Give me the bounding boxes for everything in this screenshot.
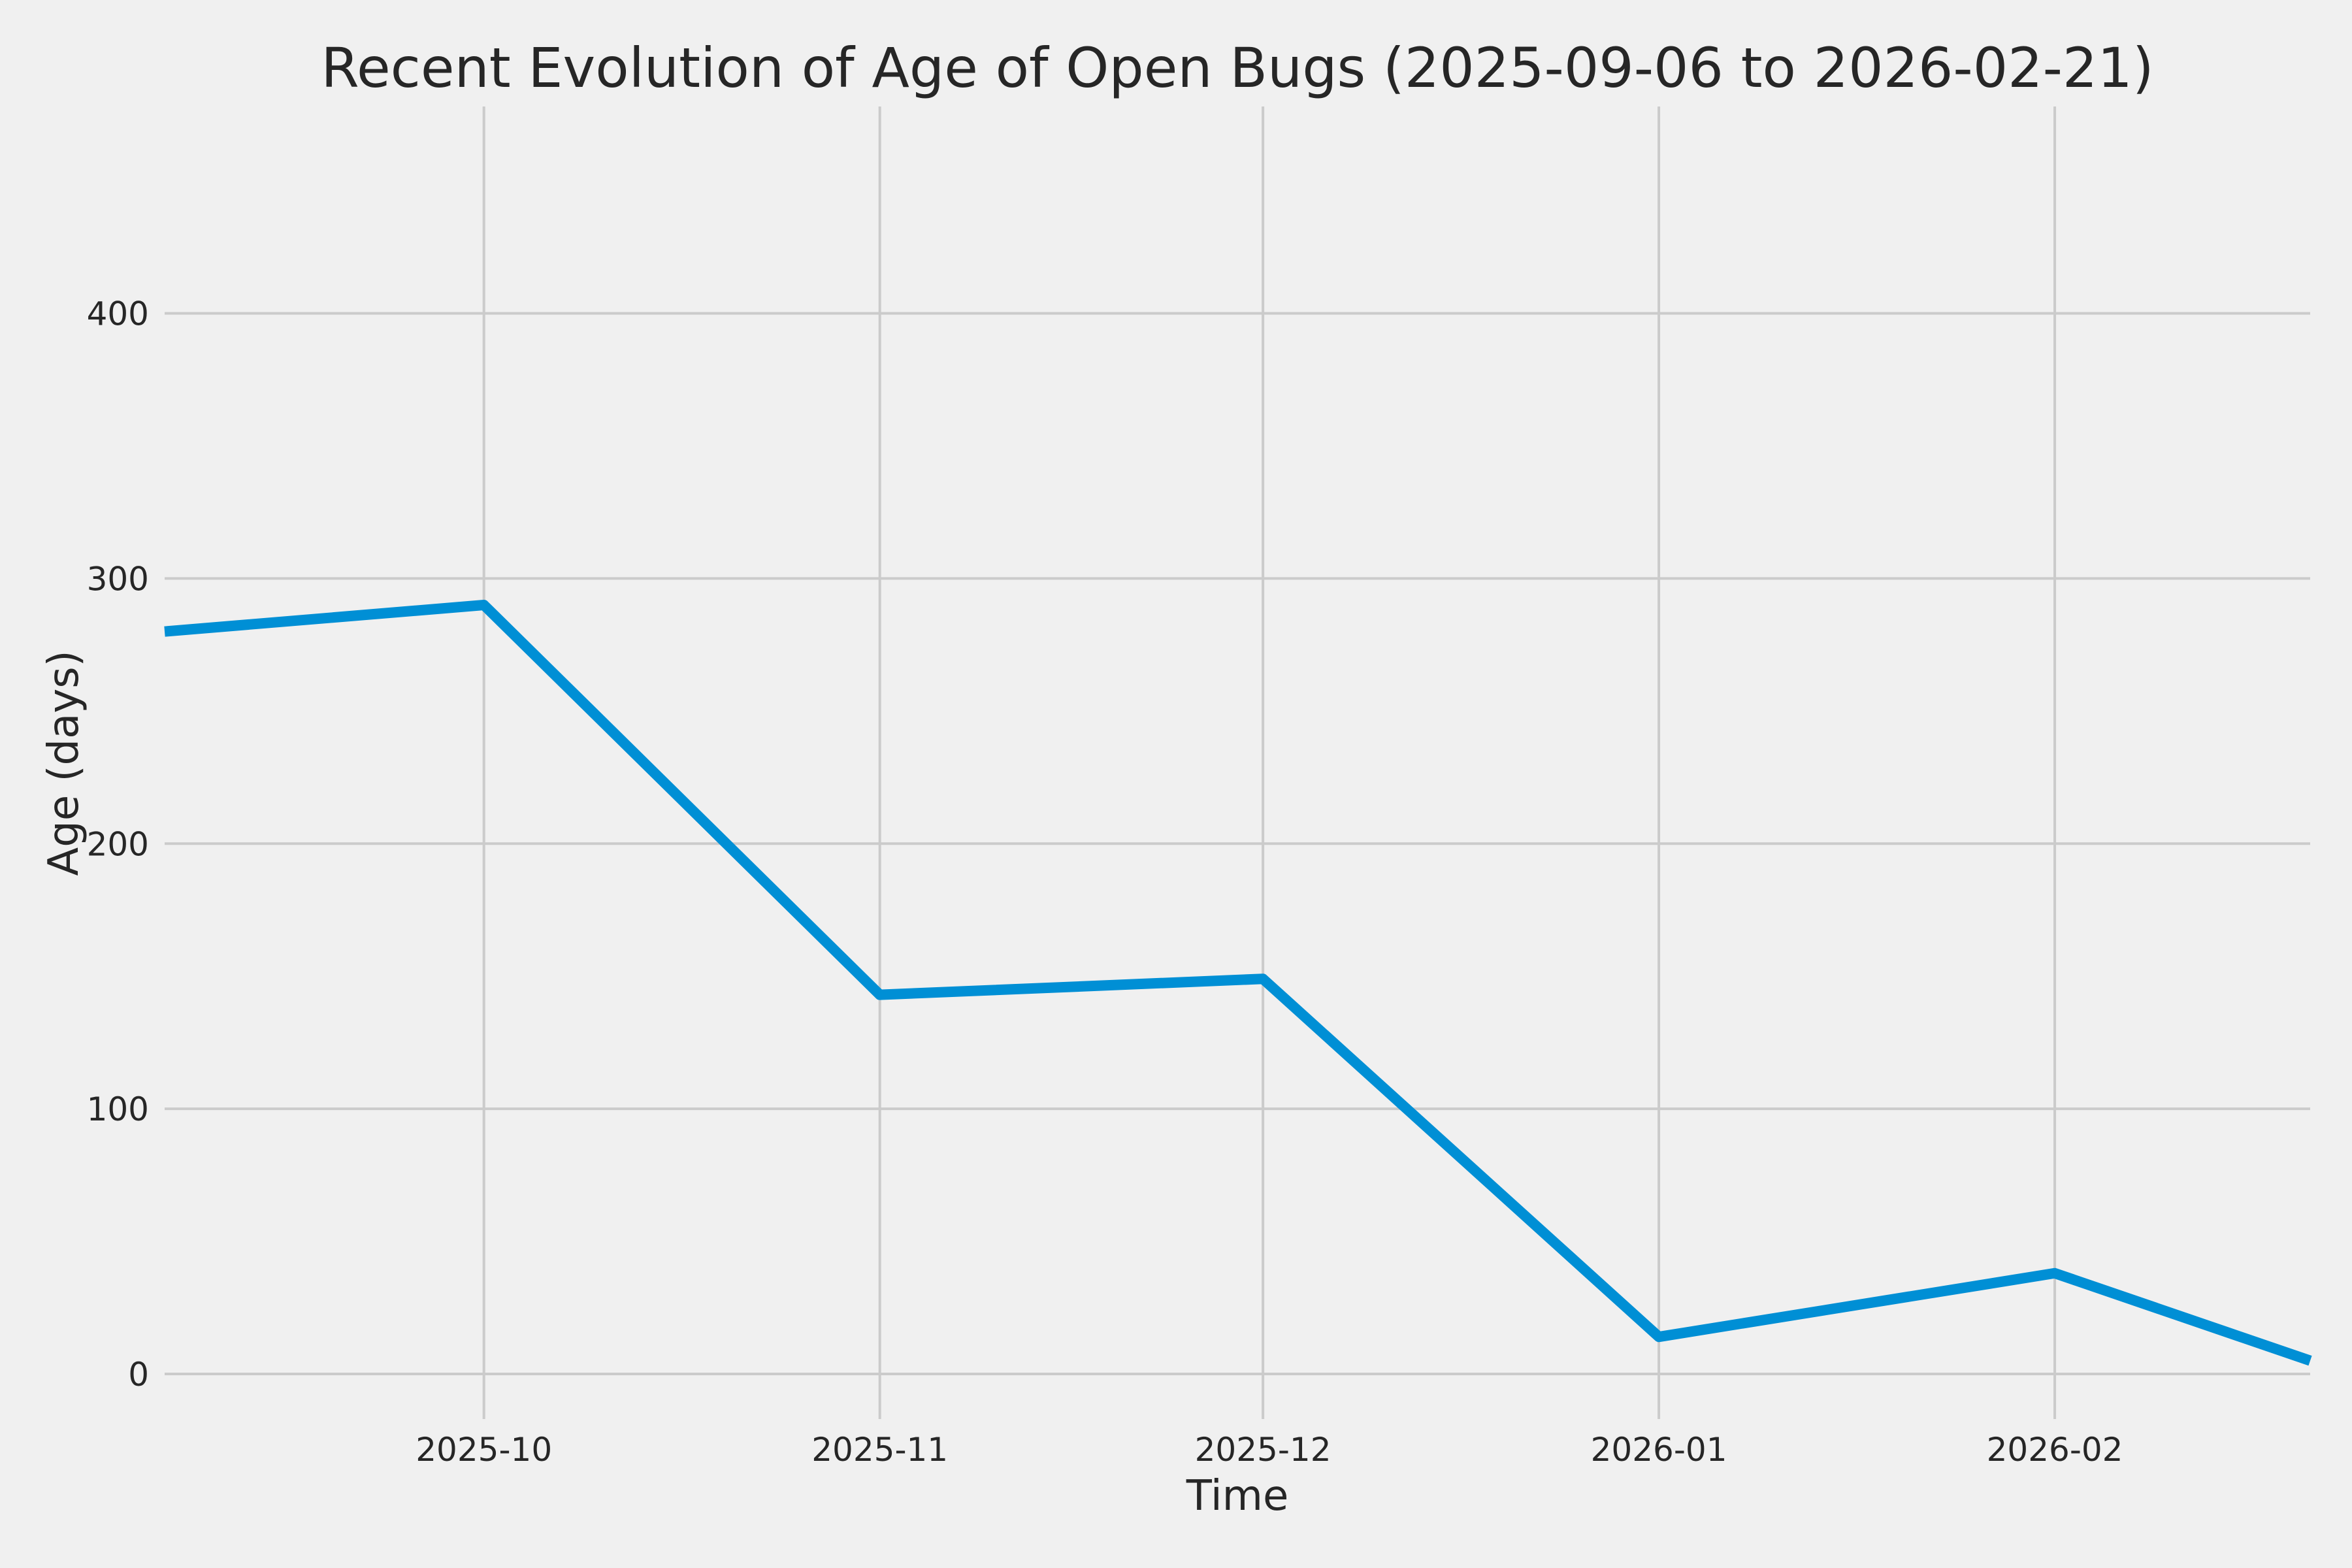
x-tick-label: 2025-11 [811, 1431, 948, 1469]
x-tick-label: 2026-01 [1591, 1431, 1727, 1469]
y-tick-label: 300 [87, 560, 149, 598]
series-line-open-bug-age [164, 600, 2312, 1366]
y-tick-label: 200 [87, 825, 149, 863]
y-axis-label: Age (days) [40, 650, 88, 876]
x-tick-label: 2026-02 [1987, 1431, 2123, 1469]
chart-title: Recent Evolution of Age of Open Bugs (20… [321, 36, 2154, 100]
x-tick-label: 2025-10 [416, 1431, 552, 1469]
y-tick-label: 0 [128, 1356, 149, 1394]
x-tick-label: 2025-12 [1195, 1431, 1331, 1469]
y-tick-label: 400 [87, 295, 149, 333]
x-axis-label: Time [1186, 1472, 1289, 1520]
y-tick-label: 100 [87, 1090, 149, 1128]
